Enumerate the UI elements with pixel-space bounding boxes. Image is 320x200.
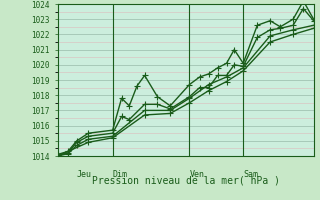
Text: Ven: Ven (189, 170, 204, 179)
Text: Jeu: Jeu (77, 170, 92, 179)
X-axis label: Pression niveau de la mer( hPa ): Pression niveau de la mer( hPa ) (92, 175, 280, 185)
Text: Dim: Dim (113, 170, 128, 179)
Text: Sam: Sam (243, 170, 258, 179)
